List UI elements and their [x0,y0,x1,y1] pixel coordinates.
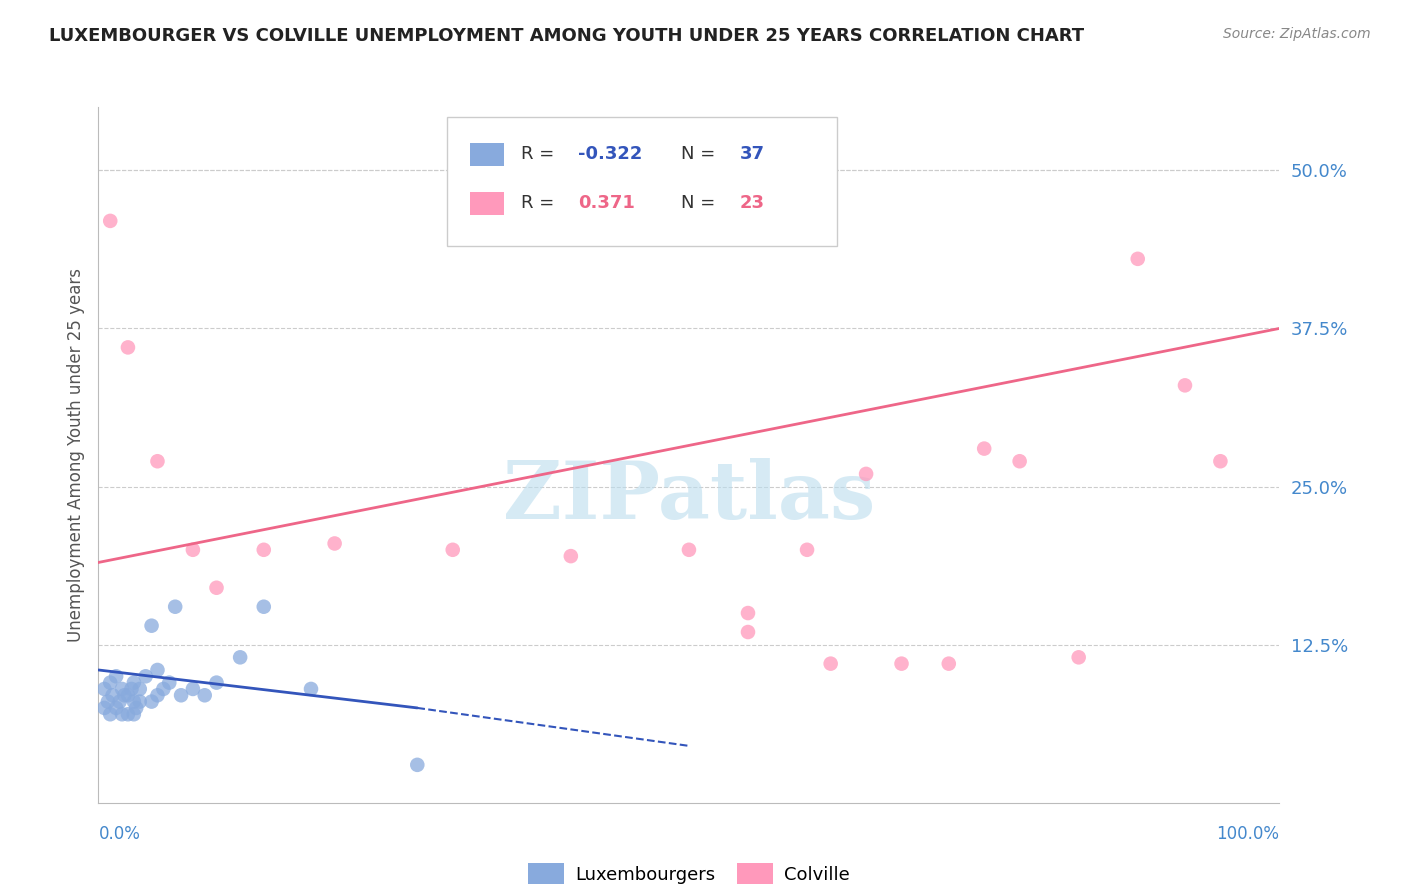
Point [117,707,139,722]
Point [141,618,163,632]
Point [890,657,912,671]
Point [105,669,128,683]
Point [98,214,121,228]
Point [1008,454,1031,468]
Point [97,695,120,709]
Point [122,695,145,709]
Point [973,442,995,456]
Point [253,542,276,557]
Text: LUXEMBOURGER VS COLVILLE UNEMPLOYMENT AMONG YOUTH UNDER 25 YEARS CORRELATION CHA: LUXEMBOURGER VS COLVILLE UNEMPLOYMENT AM… [49,27,1084,45]
Point [98,675,121,690]
Point [194,688,217,702]
Point [141,695,163,709]
Point [205,581,228,595]
Point [253,599,276,614]
Point [125,701,148,715]
Point [1174,378,1197,392]
Legend: Luxembourgers, Colville: Luxembourgers, Colville [522,856,856,891]
Point [128,681,150,696]
Point [146,454,169,468]
Point [181,681,204,696]
Point [152,681,174,696]
Point [1209,454,1232,468]
Text: 0.371: 0.371 [578,194,634,212]
Point [229,650,252,665]
Point [737,625,759,640]
Text: N =: N = [681,145,721,163]
Point [796,542,818,557]
Y-axis label: Unemployment Among Youth under 25 years: Unemployment Among Youth under 25 years [66,268,84,642]
Point [108,695,131,709]
Text: R =: R = [522,194,567,212]
Point [205,675,228,690]
Text: 0.0%: 0.0% [98,825,141,843]
Point [1067,650,1090,665]
Point [93,701,115,715]
Point [117,340,139,354]
Point [299,681,322,696]
Point [157,675,180,690]
Point [560,549,582,563]
Text: N =: N = [681,194,721,212]
Point [105,701,128,715]
Point [406,757,429,772]
Point [98,707,121,722]
Point [117,688,139,702]
Point [93,681,115,696]
Point [111,707,134,722]
FancyBboxPatch shape [471,192,503,215]
Point [737,606,759,620]
Point [170,688,193,702]
Point [135,669,157,683]
Point [112,688,135,702]
Point [111,681,134,696]
Point [678,542,700,557]
Point [820,657,842,671]
Point [181,542,204,557]
Point [101,688,124,702]
Point [146,663,169,677]
Text: R =: R = [522,145,560,163]
Text: Source: ZipAtlas.com: Source: ZipAtlas.com [1223,27,1371,41]
Text: 37: 37 [740,145,765,163]
Text: -0.322: -0.322 [578,145,643,163]
Point [122,675,145,690]
Point [121,681,143,696]
Point [323,536,346,550]
Text: 23: 23 [740,194,765,212]
FancyBboxPatch shape [447,118,837,246]
Point [441,542,464,557]
Text: ZIPatlas: ZIPatlas [503,458,875,536]
Point [165,599,187,614]
Point [122,707,145,722]
Point [1126,252,1149,266]
Text: 100.0%: 100.0% [1216,825,1279,843]
Point [938,657,960,671]
FancyBboxPatch shape [471,143,503,166]
Point [855,467,877,481]
Point [128,695,150,709]
Point [146,688,169,702]
